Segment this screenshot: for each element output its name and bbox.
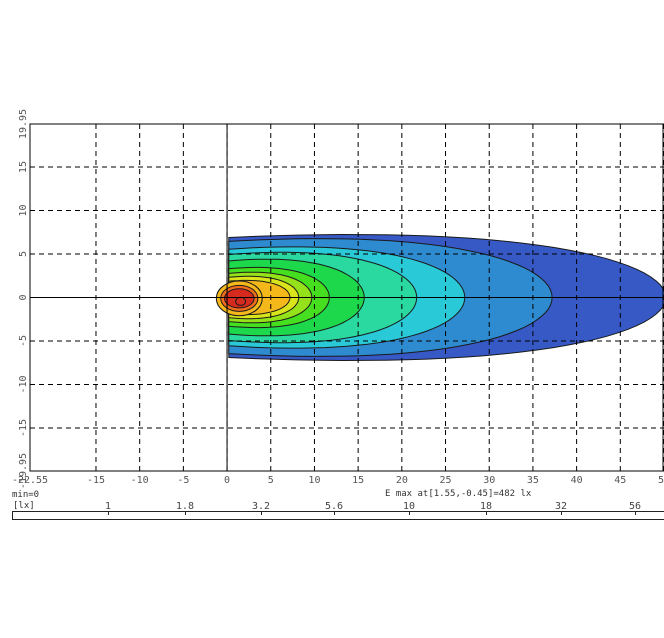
- legend-scale-tick: [108, 511, 109, 515]
- x-tick-label: 0: [224, 475, 230, 486]
- y-tick-label: 0: [18, 294, 29, 300]
- legend-scale-label: 1.8: [175, 501, 195, 512]
- x-tick-label: 35: [527, 475, 539, 486]
- max-point-marker: [235, 296, 247, 306]
- legend-scale-tick: [334, 511, 335, 515]
- grid-lines: [29, 123, 664, 472]
- legend-scale-label: 32: [554, 501, 568, 512]
- legend-scale-tick: [561, 511, 562, 515]
- x-tick-label: -15: [87, 475, 105, 486]
- legend-scale-tick: [261, 511, 262, 515]
- y-tick-label: 19.95: [18, 109, 29, 139]
- plot-frame: [29, 123, 664, 472]
- x-tick-label: 30: [483, 475, 495, 486]
- legend-scale-label: 3.2: [251, 501, 271, 512]
- max-value-label: E max at[1.55,-0.45]=482 lx: [385, 489, 532, 499]
- x-tick-label: 25: [440, 475, 452, 486]
- x-tick-label: -10: [131, 475, 149, 486]
- x-tick-label: 10: [308, 475, 320, 486]
- legend-scale-tick: [185, 511, 186, 515]
- y-tick-label: -15: [18, 419, 29, 437]
- legend-scale-tick: [635, 511, 636, 515]
- x-tick-labels: -22.55 -15 -10 -5 0 5 10 15 20 25 30 35 40 45 5: [12, 475, 664, 486]
- x-tick-label: -22.55: [12, 475, 48, 486]
- x-tick-label: 15: [352, 475, 364, 486]
- y-tick-label: 10: [18, 205, 29, 217]
- y-tick-label: -5: [18, 335, 29, 347]
- legend-scale-tick: [486, 511, 487, 515]
- y-tick-label: 5: [18, 251, 29, 257]
- y-tick-label: -19.95: [18, 453, 29, 489]
- x-tick-label: 5: [658, 475, 664, 486]
- x-tick-label: 40: [571, 475, 583, 486]
- legend-scale-label: 10: [402, 501, 416, 512]
- x-tick-label: 45: [614, 475, 626, 486]
- legend-scale-bar: [12, 511, 664, 520]
- axes: [29, 123, 664, 472]
- legend-scale-tick: [409, 511, 410, 515]
- x-tick-label: 5: [268, 475, 274, 486]
- x-tick-label: 20: [396, 475, 408, 486]
- y-tick-label: 15: [18, 161, 29, 173]
- min-value-label: min=0: [12, 490, 40, 500]
- legend-scale-label: 56: [628, 501, 642, 512]
- x-tick-label: -5: [177, 475, 189, 486]
- y-tick-labels: 19.95 15 10 5 0 -5 -10 -15 -19.95: [18, 109, 29, 489]
- legend-scale-label: 5.6: [324, 501, 344, 512]
- unit-label: [lx]: [13, 501, 35, 511]
- y-tick-label: -10: [18, 375, 29, 393]
- legend-scale-label: 18: [479, 501, 493, 512]
- legend-scale-label: 1: [104, 501, 112, 512]
